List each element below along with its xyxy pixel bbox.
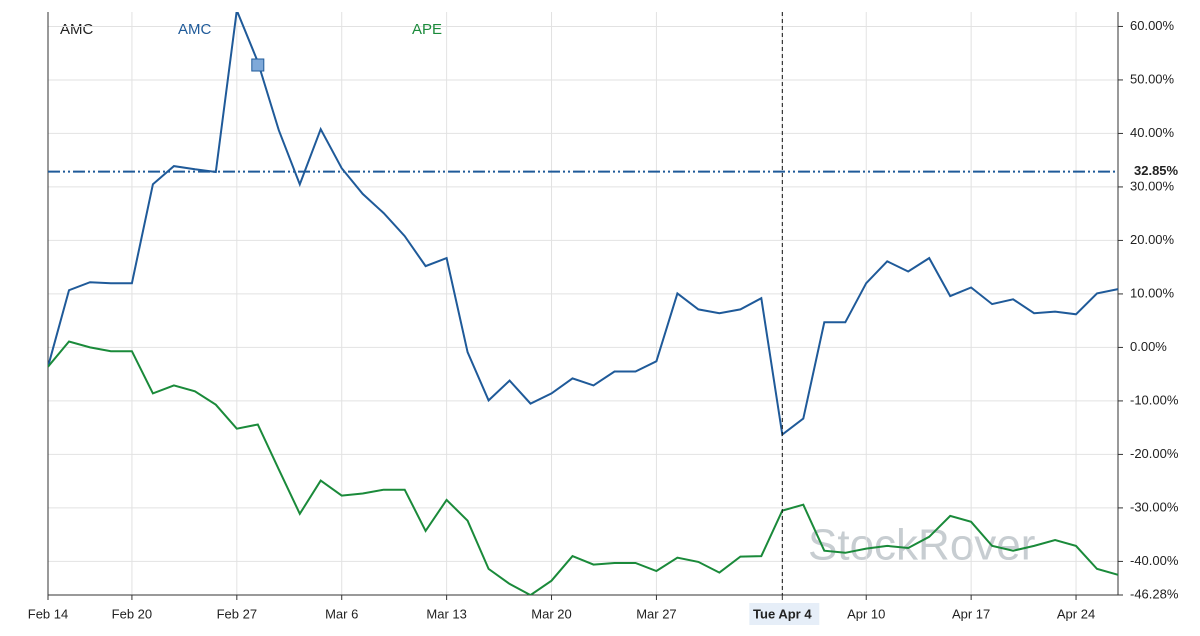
y-tick-label: 0.00% (1130, 339, 1167, 354)
y-tick-label: 30.00% (1130, 178, 1175, 193)
y-tick-label: 20.00% (1130, 232, 1175, 247)
y-tick-label: 10.00% (1130, 285, 1175, 300)
y-tick-label: -10.00% (1130, 392, 1179, 407)
y-tick-label: 50.00% (1130, 71, 1175, 86)
y-tick-label: -46.28% (1130, 586, 1179, 601)
y-tick-label: 60.00% (1130, 18, 1175, 33)
y-tick-label: -20.00% (1130, 446, 1179, 461)
x-tick-label: Apr 10 (847, 606, 885, 621)
x-label-highlight (749, 603, 820, 625)
series-line (48, 340, 1119, 595)
x-tick-label: Feb 14 (28, 606, 68, 621)
series-line (48, 12, 1119, 437)
x-tick-label: Tue Apr 4 (753, 606, 812, 621)
y-tick-label: -40.00% (1130, 553, 1179, 568)
reference-label-box (1122, 161, 1200, 182)
x-tick-label: Mar 13 (426, 606, 466, 621)
x-tick-label: Mar 6 (325, 606, 358, 621)
event-marker (251, 58, 265, 72)
x-tick-label: Mar 27 (636, 606, 676, 621)
legend-label: APE (412, 21, 442, 38)
x-tick-label: Apr 24 (1057, 606, 1095, 621)
watermark: StockRover (808, 521, 1035, 570)
legend-label: AMC (178, 21, 212, 38)
x-tick-label: Apr 17 (952, 606, 990, 621)
x-tick-label: Feb 27 (217, 606, 257, 621)
y-tick-label: -30.00% (1130, 499, 1179, 514)
chart-title: AMC (60, 21, 94, 38)
x-tick-label: Feb 20 (112, 606, 152, 621)
y-tick-label: 40.00% (1130, 125, 1175, 140)
reference-label: 32.85% (1134, 163, 1179, 178)
x-tick-label: Mar 20 (531, 606, 571, 621)
